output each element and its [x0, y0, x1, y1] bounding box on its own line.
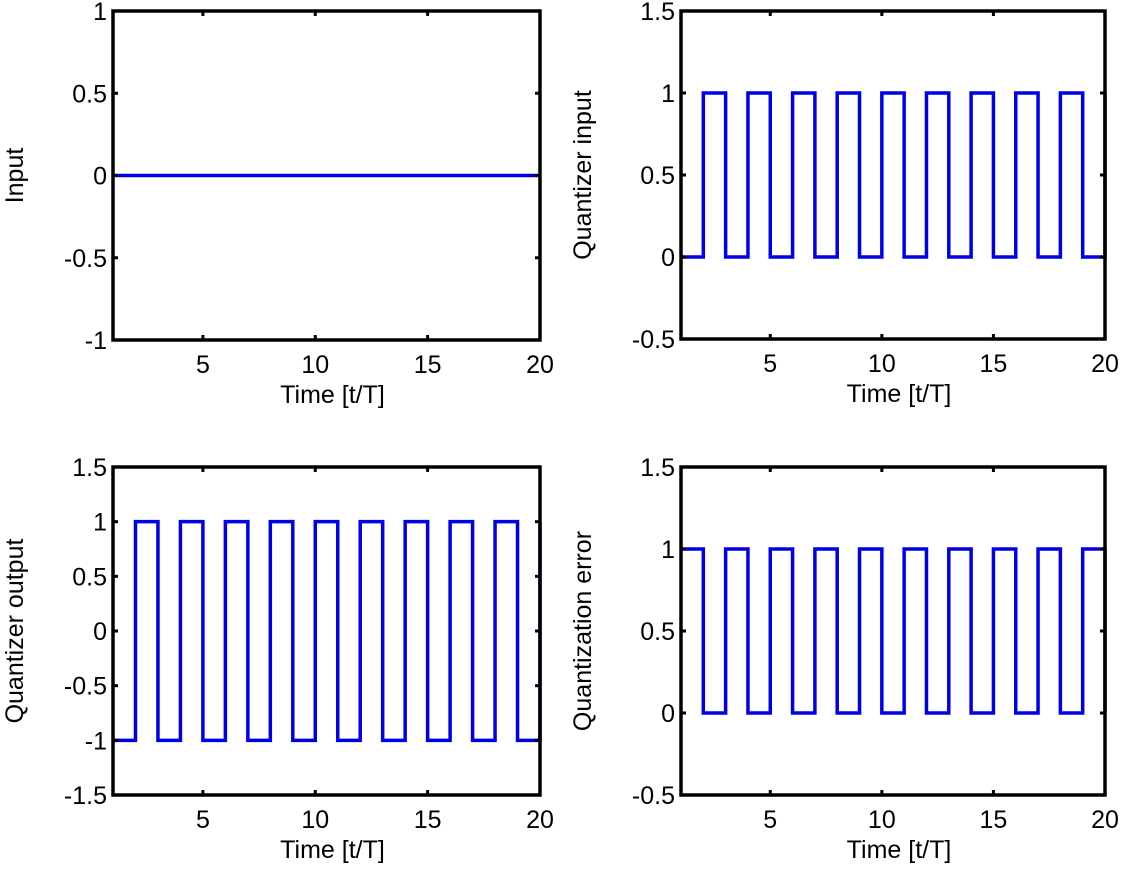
x-tick-label: 15: [980, 350, 1008, 378]
y-axis-label: Quantizer output: [1, 539, 29, 724]
x-tick-label: 5: [763, 806, 777, 834]
series-line: [681, 547, 1107, 715]
x-tick-label: 20: [1091, 350, 1119, 378]
x-tick-label: 5: [763, 350, 777, 378]
y-tick-label: -1.5: [64, 782, 107, 810]
axes-box: [111, 465, 542, 797]
y-tick-label: -0.5: [632, 782, 675, 810]
x-axis-label: Time [t/T]: [280, 836, 385, 864]
y-tick-label: -0.5: [64, 245, 107, 273]
y-tick-label: 1: [93, 509, 107, 537]
series-line: [113, 519, 542, 743]
x-tick-label: 15: [414, 351, 442, 379]
x-tick-label: 15: [414, 806, 442, 834]
y-tick-label: 1: [93, 0, 107, 26]
subplot-1: 5 10 15 20 -1 -0.5 0 0.5 1 Time [t/T] Input: [1, 0, 554, 409]
x-tick-label: 15: [980, 806, 1008, 834]
x-tick-label: 10: [868, 806, 896, 834]
x-tick-label: 10: [301, 351, 329, 379]
y-tick-label: 1: [661, 80, 675, 108]
x-axis-label: Time [t/T]: [280, 381, 385, 409]
y-tick-label: 0.5: [72, 563, 107, 591]
y-tick-label: 0: [93, 163, 107, 191]
x-tick-label: 5: [196, 351, 210, 379]
y-tick-label: 0: [661, 700, 675, 728]
y-tick-label: 0: [661, 244, 675, 272]
x-tick-label: 20: [526, 351, 554, 379]
series-line: [681, 91, 1107, 259]
y-tick-label: -0.5: [632, 326, 675, 354]
subplot-4: 5 10 15 20 -0.5 0 0.5 1 1.5 Time [t/T] Quantizatio…: [569, 454, 1119, 864]
x-axis-label: Time [t/T]: [847, 380, 952, 408]
y-axis-label: Quantizer input: [569, 90, 597, 260]
subplot-2: 5 10 15 20 -0.5 0 0.5 1 1.5 Time [t/T] Quantizer i…: [569, 0, 1119, 408]
y-tick-label: -0.5: [64, 673, 107, 701]
x-tick-label: 20: [526, 806, 554, 834]
x-tick-label: 10: [301, 806, 329, 834]
y-tick-label: -1: [85, 727, 107, 755]
x-axis-label: Time [t/T]: [847, 836, 952, 864]
y-axis-label: Quantization error: [569, 531, 597, 731]
y-tick-label: 1.5: [640, 0, 675, 26]
axes-box: [679, 465, 1107, 797]
x-tick-label: 5: [196, 806, 210, 834]
y-tick-label: 1.5: [72, 454, 107, 482]
y-tick-label: 0.5: [72, 80, 107, 108]
x-tick-label: 20: [1091, 806, 1119, 834]
y-tick-label: 0.5: [640, 618, 675, 646]
y-tick-label: 1.5: [640, 454, 675, 482]
y-axis-label: Input: [1, 148, 29, 204]
y-tick-label: 0: [93, 618, 107, 646]
y-tick-label: -1: [85, 327, 107, 355]
axes-box: [679, 9, 1107, 341]
subplot-3: 5 10 15 20 -1.5 -1 -0.5 0 0.5 1 1.5 Time [t/T] Quant…: [1, 454, 554, 864]
y-tick-label: 1: [661, 536, 675, 564]
y-tick-label: 0.5: [640, 162, 675, 190]
x-tick-label: 10: [868, 350, 896, 378]
